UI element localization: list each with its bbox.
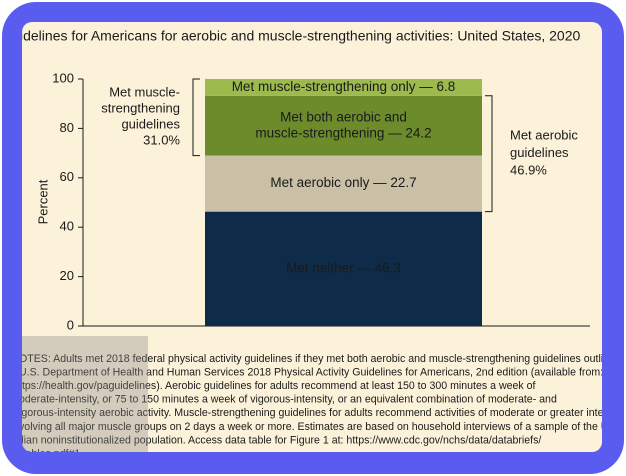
annotation-text: guidelines: [510, 145, 569, 160]
chart-title: idelines for Americans for aerobic and m…: [20, 28, 581, 44]
bar-segment: [205, 155, 482, 212]
annotation-text: Met aerobic: [510, 128, 578, 143]
y-tick-label: 80: [60, 120, 74, 135]
annotation-text: Met muscle-: [109, 85, 180, 100]
note-line: ttps://health.gov/paguidelines). Aerobic…: [19, 380, 536, 392]
note-line: U.S. Department of Health and Human Serv…: [19, 366, 603, 378]
y-tick-label: 20: [60, 268, 74, 283]
panel: idelines for Americans for aerobic and m…: [19, 22, 615, 460]
note-line: -tables.pdf#1.: [19, 448, 83, 460]
annotation-text: 31.0%: [143, 133, 180, 148]
segment-label: Met aerobic only — 22.7: [270, 175, 416, 190]
y-axis-label: Percent: [35, 179, 50, 224]
y-tick-label: 100: [52, 70, 74, 85]
bracket: [485, 95, 493, 213]
annotation-text: strengthening: [101, 101, 180, 116]
y-tick-label: 40: [60, 219, 74, 234]
bar-segment: [205, 95, 482, 156]
y-tick-label: 0: [67, 317, 74, 332]
annotation-text: guidelines: [121, 117, 180, 132]
note-line: OTES: Adults met 2018 federal physical a…: [19, 353, 609, 365]
note-line: volving all major muscle groups on 2 day…: [19, 421, 611, 433]
segment-label: Met both aerobic and muscle-strengthening…: [255, 109, 431, 140]
note-line: igorous-intensity aerobic activity. Musc…: [19, 407, 615, 419]
note-line: ilian noninstitutionalized population. A…: [19, 434, 541, 446]
segment-label: Met neither — 46.3: [286, 260, 401, 275]
y-tick-label: 60: [60, 169, 74, 184]
bar-segment: [205, 211, 482, 326]
overlay: [22, 336, 148, 452]
segment-label: Met muscle-strengthening only — 6.8: [232, 79, 456, 94]
bracket: [192, 78, 200, 157]
bar-segment: [205, 79, 482, 96]
note-line: oderate-intensity, or 75 to 150 minutes …: [19, 394, 557, 406]
annotation-text: 46.9%: [510, 163, 547, 178]
